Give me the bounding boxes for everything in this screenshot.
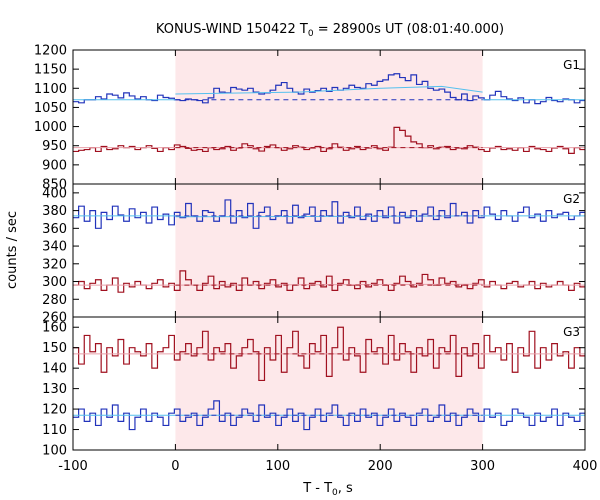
ytick-label-g1-5: 1100 [34,82,67,97]
chart-title: KONUS-WIND 150422 T0 = 28900s UT (08:01:… [156,22,504,39]
ytick-label-g2-3: 320 [42,257,67,272]
xtick-label-4: 300 [470,459,495,474]
ytick-label-g3-0: 100 [42,444,67,459]
ytick-label-g2-2: 300 [42,275,67,290]
ytick-label-g3-4: 140 [42,362,67,377]
chart-title-sub: 0 [308,29,314,39]
xtick-label-3: 200 [368,459,393,474]
ytick-label-g1-6: 1150 [34,63,67,78]
xtick-label-2: 100 [265,459,290,474]
ytick-label-g2-4: 340 [42,240,67,255]
ytick-label-g3-3: 130 [42,382,67,397]
series-g3-0 [73,326,585,382]
ytick-label-g3-5: 150 [42,341,67,356]
ytick-label-g3-2: 120 [42,403,67,418]
series-g3-1 [73,400,585,431]
ytick-label-g1-3: 1000 [34,120,67,135]
ytick-label-g3-1: 110 [42,423,67,438]
x-axis-title-sub: 0 [332,488,338,498]
series-g1-1 [73,126,585,154]
chart-title-rest: = 28900s UT (08:01:40.000) [314,22,504,37]
x-axis-title-rest: , s [338,481,353,496]
ytick-label-g2-0: 260 [42,311,67,326]
ytick-label-g2-7: 400 [42,186,67,201]
plot-layer: 85090095010001050110011501200G1260280300… [34,44,598,475]
panel-frame-g3 [72,316,586,451]
xtick-label-0: -100 [58,459,88,474]
highlight-interval [175,50,483,450]
ytick-label-g1-0: 850 [42,178,67,193]
x-axis-title-main: T - T [302,481,332,496]
series-g1-0 [73,73,585,105]
xtick-label-5: 400 [573,459,598,474]
ytick-label-g1-7: 1200 [34,44,67,59]
ytick-label-g2-6: 380 [42,204,67,219]
panel-label-g2: G2 [563,192,580,206]
fit-in-g1-0 [175,85,483,95]
xtick-label-1: 0 [171,459,179,474]
ytick-label-g2-1: 280 [42,293,67,308]
panel-label-g3: G3 [563,325,580,339]
panel-label-g1: G1 [563,58,580,72]
ytick-label-g3-6: 160 [42,321,67,336]
chart-title-main: KONUS-WIND 150422 T [156,22,308,37]
x-axis-title: T - T0, s [302,481,353,498]
ytick-label-g1-1: 900 [42,158,67,173]
y-axis-title: counts / sec [5,211,20,289]
ytick-label-g1-2: 950 [42,139,67,154]
ytick-label-g2-5: 360 [42,222,67,237]
panel-g3: 100 110 120 130 140 150 160 G3 [42,316,586,459]
ytick-label-g1-4: 1050 [34,101,67,116]
